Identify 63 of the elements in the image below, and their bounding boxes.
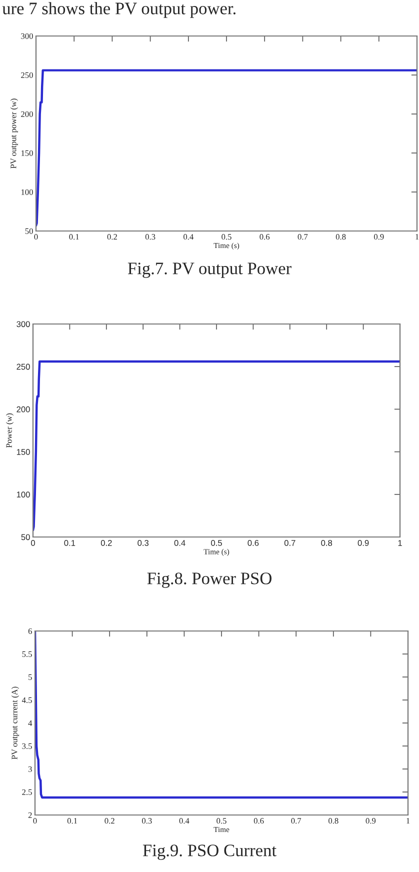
- y-tick-label: 150: [21, 150, 33, 156]
- x-tick-label: 0: [31, 540, 35, 546]
- x-tick-label: 0.5: [216, 818, 226, 824]
- y-tick-label: 50: [21, 534, 30, 540]
- y-tick-label: 250: [21, 72, 33, 78]
- x-tick-label: 0.3: [145, 234, 156, 240]
- x-tick-label: 0.4: [179, 818, 190, 824]
- y-axis-title: Power (w): [6, 413, 14, 448]
- x-tick-label: 0.6: [260, 234, 270, 240]
- y-axis-title: PV output current (A): [11, 686, 20, 760]
- x-tick-label: 0.7: [291, 818, 302, 824]
- x-tick-label: 0.2: [100, 540, 112, 546]
- y-tick-label: 100: [21, 189, 33, 195]
- y-tick-label: 4: [28, 720, 32, 726]
- y-tick-label: 150: [16, 449, 30, 455]
- x-tick-label: 0.7: [284, 540, 296, 546]
- y-tick-label: 2.5: [22, 789, 32, 796]
- x-tick-label: 0.8: [336, 234, 346, 240]
- y-tick-label: 5: [28, 674, 32, 680]
- x-tick-label: 0.6: [248, 540, 259, 546]
- x-tick-label: 1: [406, 818, 410, 824]
- x-tick-label: 0.2: [107, 234, 117, 240]
- y-tick-label: 5.5: [22, 651, 32, 658]
- x-tick-label: 0.3: [142, 818, 152, 824]
- x-tick-label: 0.4: [184, 234, 194, 240]
- x-tick-label: 1: [416, 234, 419, 240]
- caption: Fig.8. Power PSO: [147, 572, 272, 588]
- y-tick-label: 300: [21, 33, 33, 39]
- y-tick-label: 3.5: [22, 743, 32, 750]
- x-tick-label: 0.8: [321, 540, 332, 546]
- y-tick-label: 300: [16, 321, 30, 328]
- line-series: [33, 360, 400, 532]
- y-tick-label: 250: [16, 364, 30, 370]
- y-tick-label: 4.5: [22, 697, 32, 704]
- x-tick-label: 0.9: [366, 818, 376, 824]
- y-tick-label: 6: [28, 628, 32, 634]
- x-tick-label: 0.2: [104, 818, 114, 824]
- x-tick-label: 0.4: [174, 540, 186, 546]
- x-tick-label: 0.1: [69, 234, 79, 240]
- x-tick-label: 0.9: [358, 540, 369, 546]
- x-tick-label: 0.7: [298, 234, 308, 240]
- y-tick-label: 200: [16, 406, 30, 412]
- x-tick-label: 0.1: [67, 818, 78, 824]
- x-tick-label: 0: [33, 818, 37, 824]
- y-axis-title: PV output power (w): [10, 98, 18, 168]
- x-tick-label: 0.9: [374, 234, 384, 240]
- y-tick-label: 100: [16, 492, 30, 498]
- caption: Fig.7. PV output Power: [128, 262, 292, 278]
- line-series: [36, 69, 417, 227]
- x-tick-label: 0.5: [211, 540, 222, 546]
- text: ure 7 shows the PV output power.: [2, 2, 236, 18]
- x-tick-label: 0.3: [138, 540, 149, 546]
- y-tick-label: 3: [28, 766, 32, 772]
- y-tick-label: 50: [25, 228, 33, 234]
- y-tick-label: 2: [28, 812, 32, 818]
- x-tick-label: 1: [398, 540, 402, 546]
- x-tick-label: 0.5: [222, 234, 232, 240]
- x-tick-label: 0.8: [328, 818, 338, 824]
- x-tick-label: 0: [34, 234, 38, 240]
- y-tick-label: 200: [21, 111, 33, 117]
- x-tick-label: 0.1: [64, 540, 76, 546]
- caption: Fig.9. PSO Current: [142, 844, 276, 860]
- x-tick-label: 0.6: [254, 818, 264, 824]
